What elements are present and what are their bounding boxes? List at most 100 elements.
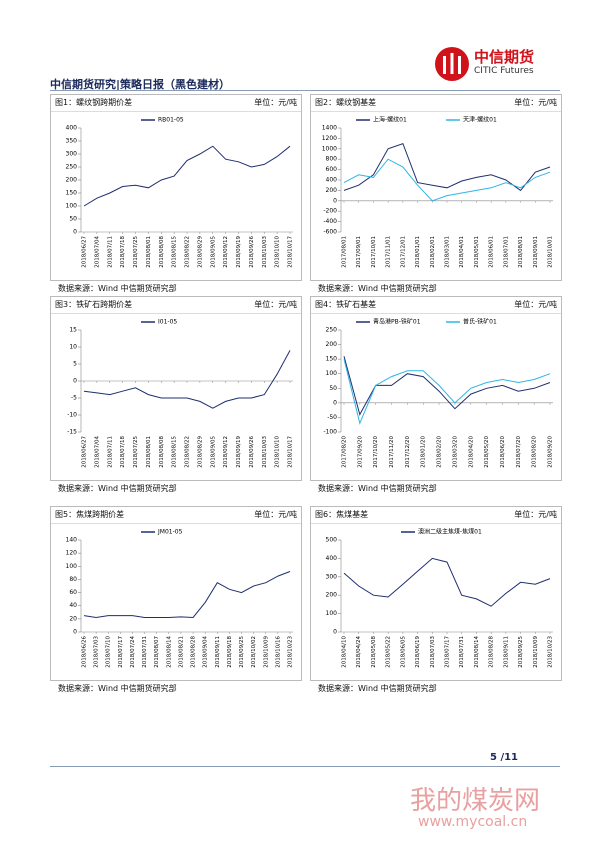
legend-label: I01-05 [158,319,177,326]
y-tick-label: 400 [326,555,338,562]
y-tick-label: 100 [66,203,78,210]
logo-cn: 中信期货 [474,48,535,66]
x-tick-label: 2018/07/31 [142,636,148,668]
x-tick-label: 2018/07/20 [516,436,522,468]
chart-header: 图6：焦煤基差 单位：元/吨 [311,507,561,524]
y-tick-label: 0 [333,629,337,636]
x-tick-label: 2018/08/14 [474,636,480,668]
watermark-name: 我的煤炭网 [410,786,541,816]
x-tick-label: 2018/10/10 [275,436,281,468]
chart-header: 图2：螺纹钢基差 单位：元/吨 [311,95,561,112]
x-tick-label: 2018/09/11 [503,636,509,668]
x-tick-label: 2017/12/01 [400,236,406,268]
x-tick-label: 2018/10/09 [533,636,539,668]
legend-label: 澳洲二级主焦煤-焦煤01 [418,528,482,536]
x-tick-label: 2018/10/23 [288,636,294,668]
watermark-url: www.mycoal.cn [418,814,528,830]
legend-label: 上海-螺纹01 [373,116,407,124]
chart-unit: 单位：元/吨 [514,300,557,309]
x-tick-label: 2018/08/20 [532,436,538,468]
legend-label: 青岛港PB-铁矿01 [373,318,421,326]
x-tick-label: 2018/08/22 [185,436,191,468]
y-tick-label: 300 [326,573,338,580]
y-tick-label: 250 [66,164,78,171]
y-tick-label: 200 [66,177,78,184]
chart-source: 数据来源：Wind 中信期货研究部 [318,484,437,493]
x-tick-label: 2018/04/24 [356,636,362,668]
x-tick-label: 2018/07/17 [445,636,451,668]
chart-title: 图3：铁矿石跨期价差 [55,300,133,309]
x-tick-label: 2018/10/03 [262,236,268,268]
y-tick-label: -100 [323,429,337,436]
x-tick-label: 2018/06/19 [415,636,421,668]
x-tick-label: 2018/07/01 [503,236,509,268]
x-tick-label: 2018/10/03 [262,436,268,468]
y-tick-label: 15 [69,327,77,334]
y-tick-label: 60 [69,589,77,596]
x-tick-label: 2018/07/04 [94,436,100,468]
x-tick-label: 2018/07/25 [133,436,139,468]
x-tick-label: 2018/07/10 [106,636,112,668]
y-tick-label: 1000 [322,145,337,152]
chart-panel: 图2：螺纹钢基差 单位：元/吨 -600 -400 -200 0 200 400 600 800 1… [310,94,562,281]
x-tick-label: 2018/07/03 [430,636,436,668]
x-tick-label: 2017/08/01 [342,236,348,268]
series-line [343,158,551,202]
x-tick-label: 2018/07/11 [107,236,113,268]
x-tick-label: 2018/01/01 [415,236,421,268]
legend-label: 普氏-铁矿01 [463,318,497,326]
y-tick-label: 1400 [322,125,337,132]
y-tick-label: 400 [66,125,78,132]
y-tick-label: 150 [66,190,78,197]
y-tick-label: 0 [333,399,337,406]
y-tick-label: -15 [67,429,77,436]
chart: 0 20 40 60 80 100 120 140 2018/06/26 2018/07/03 20… [66,529,294,668]
x-tick-label: 2018/07/18 [120,436,126,468]
x-tick-label: 2018/09/04 [203,636,209,668]
x-tick-label: 2017/10/01 [371,236,377,268]
x-tick-label: 2018/05/22 [386,636,392,668]
series-line [83,350,291,409]
y-tick-label: 600 [326,166,338,173]
x-tick-label: 2018/06/27 [82,236,88,268]
x-tick-label: 2017/11/01 [386,236,392,268]
x-tick-label: 2017/11/20 [389,436,395,468]
x-tick-label: 2018/08/28 [489,636,495,668]
x-tick-label: 2017/10/20 [373,436,379,468]
x-tick-label: 2018/06/20 [500,436,506,468]
y-tick-label: -200 [323,208,337,215]
x-tick-label: 2018/10/17 [288,236,294,268]
y-tick-label: -600 [323,229,337,236]
x-tick-label: 2018/06/05 [400,636,406,668]
y-tick-label: 200 [326,341,338,348]
chart-header: 图4：铁矿石基差 单位：元/吨 [311,297,561,314]
y-tick-label: 200 [326,187,338,194]
x-tick-label: 2018/07/24 [130,636,136,668]
y-tick-label: 250 [326,327,338,334]
x-tick-label: 2018/10/10 [275,236,281,268]
x-tick-label: 2018/10/09 [263,636,269,668]
legend-label: 天津-螺纹01 [463,116,497,124]
y-tick-label: 10 [69,344,77,351]
x-tick-label: 2018/09/19 [236,236,242,268]
logo-en: CITIC Futures [474,66,534,76]
x-tick-label: 2018/08/08 [159,236,165,268]
x-tick-label: 2018/10/01 [548,236,554,268]
x-tick-label: 2018/07/18 [120,236,126,268]
x-tick-label: 2018/04/10 [342,636,348,668]
chart-title: 图6：焦煤基差 [315,510,369,519]
y-tick-label: 50 [69,216,77,223]
x-tick-label: 2018/08/01 [146,236,152,268]
y-tick-label: 100 [66,563,78,570]
y-tick-label: -10 [67,412,77,419]
chart-header: 图1：螺纹钢跨期价差 单位：元/吨 [51,95,301,112]
chart-source: 数据来源：Wind 中信期货研究部 [58,484,177,493]
chart-unit: 单位：元/吨 [254,510,297,519]
x-tick-label: 2018/10/17 [288,436,294,468]
x-tick-label: 2018/02/20 [437,436,443,468]
x-tick-label: 2018/08/21 [178,636,184,668]
y-tick-label: 800 [326,156,338,163]
x-tick-label: 2018/09/11 [215,636,221,668]
x-tick-label: 2018/06/26 [82,636,88,668]
